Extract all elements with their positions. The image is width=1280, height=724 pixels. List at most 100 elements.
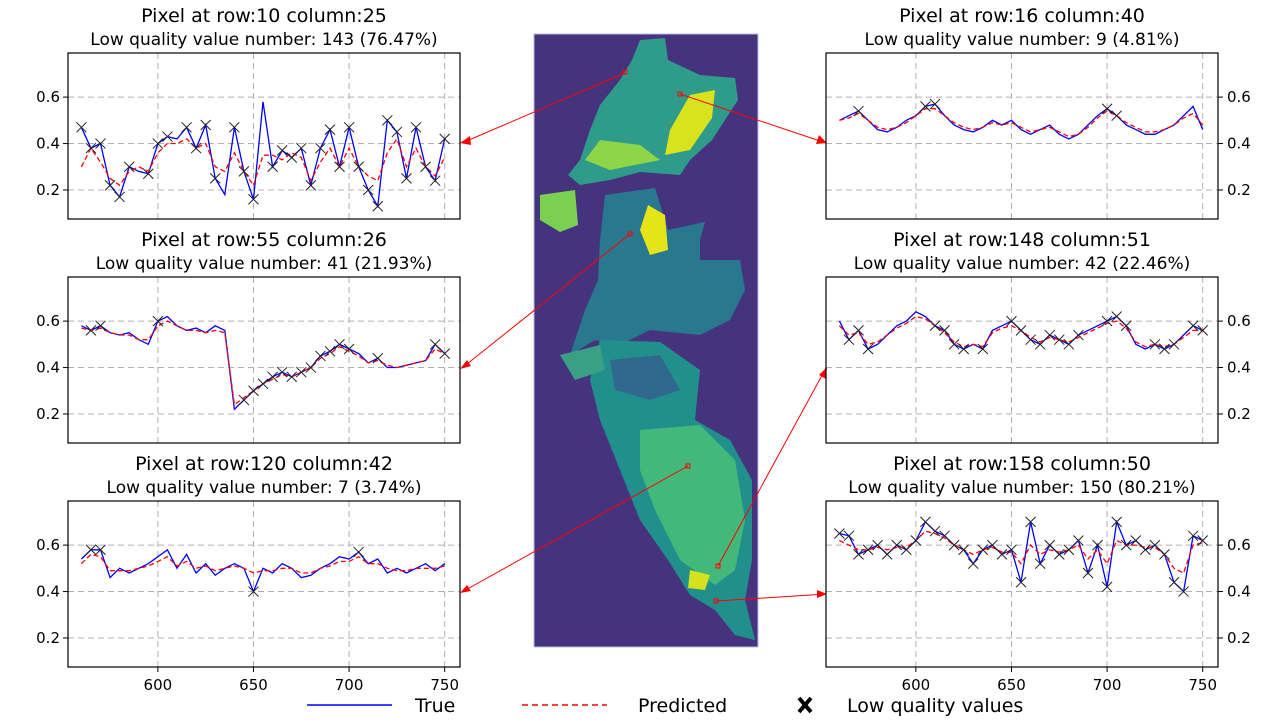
chart-panel-5: Pixel at row:148 column:51 Low quality va… <box>825 229 1251 444</box>
low-quality-marker <box>315 350 326 362</box>
low-quality-marker <box>1120 539 1132 551</box>
low-quality-marker <box>1034 558 1046 570</box>
y-tick-label: 0.2 <box>1227 181 1251 199</box>
low-quality-marker <box>1101 103 1113 115</box>
low-quality-marker <box>1073 535 1084 546</box>
y-tick-label: 0.4 <box>1227 135 1251 153</box>
low-quality-marker <box>1053 549 1065 560</box>
chart-subtitle: Low quality value number: 42 (22.46%) <box>854 254 1191 274</box>
low-quality-marker <box>295 366 307 378</box>
y-tick-label: 0.4 <box>36 359 60 377</box>
low-quality-marker <box>190 142 202 154</box>
low-quality-marker <box>391 126 403 138</box>
y-tick-label: 0.2 <box>1227 629 1251 647</box>
low-quality-marker <box>1092 539 1103 551</box>
true-series-line <box>80 101 446 209</box>
low-quality-marker <box>987 539 998 551</box>
low-quality-marker <box>1025 334 1036 346</box>
low-quality-marker <box>276 145 288 156</box>
legend-low-quality-marker-icon <box>797 696 813 714</box>
link-lines <box>461 69 827 604</box>
y-tick-label: 0.2 <box>36 181 60 199</box>
link-arrowheads <box>460 135 827 598</box>
low-quality-marker <box>85 544 97 556</box>
y-tick-label: 0.2 <box>36 629 60 647</box>
low-quality-marker <box>353 546 365 558</box>
low-quality-marker <box>1044 329 1056 341</box>
low-quality-marker <box>85 325 97 336</box>
axes-frame <box>67 52 461 220</box>
low-quality-marker <box>257 378 269 390</box>
low-quality-marker <box>853 325 864 336</box>
low-quality-marker <box>1101 581 1113 593</box>
x-tick-label: 600 <box>902 676 931 694</box>
axes-frame <box>825 500 1219 668</box>
low-quality-marker <box>410 121 422 133</box>
chart-panel-6: Pixel at row:158 column:50 Low quality va… <box>825 453 1251 694</box>
low-quality-marker <box>1082 567 1094 579</box>
low-quality-marker <box>948 338 960 350</box>
chart-panel-3: Pixel at row:120 column:42 Low quality va… <box>36 453 461 694</box>
low-quality-marker <box>372 200 384 212</box>
low-quality-marker <box>1120 320 1132 332</box>
low-quality-marker <box>920 516 931 528</box>
low-quality-marker <box>1149 338 1161 350</box>
low-quality-marker <box>267 161 278 173</box>
low-quality-marker <box>162 131 173 142</box>
low-quality-marker <box>939 325 950 336</box>
low-quality-marker <box>1130 535 1142 546</box>
y-tick-label: 0.6 <box>36 88 60 106</box>
low-quality-marker <box>248 385 259 397</box>
low-quality-marker <box>142 168 154 180</box>
low-quality-marker <box>1034 338 1046 350</box>
low-quality-marker <box>1111 110 1123 122</box>
x-tick-label: 750 <box>1188 676 1217 694</box>
chart-subtitle: Low quality value number: 143 (76.47%) <box>90 30 437 50</box>
predicted-series-line <box>80 553 445 574</box>
low-quality-marker <box>1159 549 1170 560</box>
low-quality-marker <box>315 142 326 154</box>
low-quality-marker <box>238 166 250 177</box>
low-quality-marker <box>439 348 451 359</box>
low-quality-marker <box>104 179 116 191</box>
low-quality-marker <box>152 315 164 327</box>
chart-subtitle: Low quality value number: 41 (21.93%) <box>96 254 433 274</box>
low-quality-marker <box>1063 338 1075 350</box>
low-quality-marker <box>843 530 855 542</box>
low-quality-marker <box>1006 315 1017 327</box>
low-quality-marker <box>853 105 864 117</box>
low-quality-marker <box>977 343 989 355</box>
low-quality-marker <box>1025 516 1036 528</box>
low-quality-marker <box>1139 544 1151 556</box>
low-quality-marker <box>324 345 336 357</box>
chart-title: Pixel at row:16 column:40 <box>899 5 1145 27</box>
low-quality-marker <box>1015 576 1027 588</box>
low-quality-marker <box>834 528 845 539</box>
legend-low-quality-label: Low quality values <box>847 695 1023 717</box>
low-quality-marker <box>872 539 883 551</box>
low-quality-marker <box>362 184 374 196</box>
low-quality-marker <box>429 338 441 350</box>
low-quality-marker <box>1178 586 1189 597</box>
low-quality-marker <box>967 558 979 570</box>
low-quality-marker <box>286 371 298 383</box>
y-tick-label: 0.6 <box>1227 312 1251 330</box>
low-quality-marker <box>853 549 864 560</box>
low-quality-marker <box>181 121 192 133</box>
axes-frame <box>825 52 1219 220</box>
low-quality-marker <box>229 121 240 133</box>
low-quality-marker <box>267 371 278 383</box>
x-tick-label: 600 <box>144 676 173 694</box>
low-quality-marker <box>1053 334 1065 346</box>
low-quality-marker <box>958 343 970 355</box>
y-tick-label: 0.6 <box>1227 536 1251 554</box>
low-quality-marker <box>891 539 903 551</box>
low-quality-marker <box>977 544 989 556</box>
low-quality-marker <box>1015 325 1027 336</box>
axes-frame <box>67 500 461 668</box>
low-quality-marker <box>305 362 317 373</box>
low-quality-marker <box>353 161 365 173</box>
low-quality-marker <box>420 161 431 173</box>
low-quality-marker <box>948 539 960 551</box>
